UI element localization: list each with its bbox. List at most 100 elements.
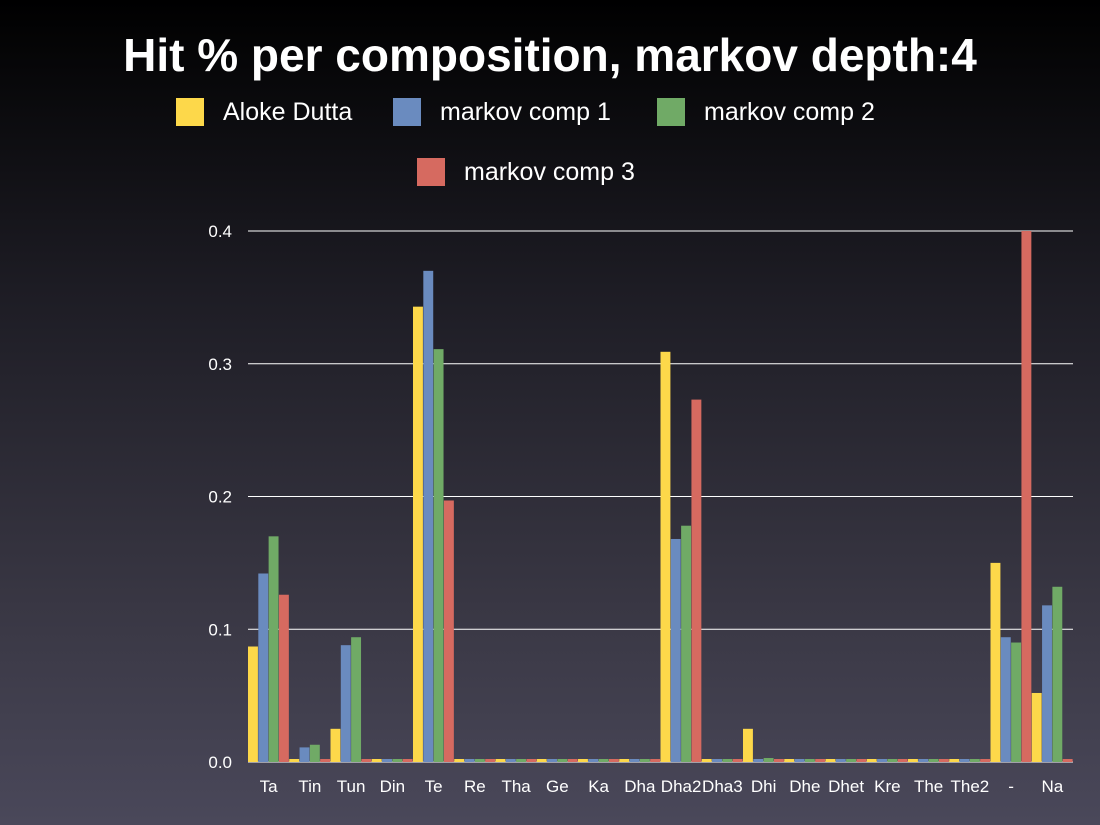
- bar: [485, 759, 496, 762]
- y-tick-label: 0.4: [208, 222, 232, 241]
- bar: [784, 759, 795, 762]
- legend-swatch: [417, 158, 445, 186]
- bar: [320, 759, 331, 762]
- x-tick-label: Dha2: [661, 777, 702, 796]
- x-tick-label: Te: [425, 777, 443, 796]
- bar: [608, 759, 619, 762]
- bar: [619, 759, 630, 762]
- bar: [1011, 642, 1022, 762]
- x-tick-label: The: [914, 777, 943, 796]
- bar: [330, 728, 341, 762]
- bar: [1042, 605, 1052, 762]
- bar: [454, 759, 465, 762]
- bar: [908, 759, 918, 762]
- bar: [712, 759, 722, 762]
- bar: [681, 525, 692, 762]
- x-tick-label: Dha: [624, 777, 656, 796]
- bar: [1052, 586, 1063, 762]
- bar: [949, 759, 960, 762]
- x-tick-label: Dhet: [828, 777, 864, 796]
- bar: [464, 759, 475, 762]
- bar: [516, 759, 527, 762]
- bar: [578, 759, 588, 762]
- legend-swatch: [176, 98, 204, 126]
- legend-swatch: [393, 98, 421, 126]
- bar: [629, 759, 640, 762]
- bar: [825, 759, 836, 762]
- bar: [547, 759, 557, 762]
- x-tick-label: Tun: [337, 777, 366, 796]
- bar: [361, 759, 372, 762]
- bar: [557, 759, 568, 762]
- x-tick-label: Ge: [546, 777, 569, 796]
- bar: [804, 759, 815, 762]
- bar: [371, 759, 382, 762]
- bar: [268, 536, 279, 762]
- bar: [402, 759, 413, 762]
- bar: [660, 351, 671, 762]
- legend-label: markov comp 3: [464, 158, 635, 186]
- bar: [773, 759, 784, 762]
- bar: [433, 349, 444, 762]
- bar: [258, 573, 269, 762]
- bar: [536, 759, 547, 762]
- bar: [423, 270, 434, 762]
- bar: [753, 759, 764, 762]
- bar: [248, 646, 258, 762]
- x-tick-label: Din: [380, 777, 406, 796]
- legend-label: markov comp 1: [440, 98, 611, 126]
- x-tick-label: -: [1008, 777, 1014, 796]
- bar: [650, 759, 661, 762]
- bar: [732, 759, 743, 762]
- bar: [866, 759, 877, 762]
- bar: [887, 759, 898, 762]
- bar: [743, 728, 753, 762]
- bar: [691, 399, 702, 762]
- legend-label: Aloke Dutta: [223, 98, 353, 126]
- bar: [763, 758, 774, 762]
- bar: [938, 759, 949, 762]
- x-tick-label: Tha: [501, 777, 531, 796]
- x-tick-label: Dhi: [751, 777, 777, 796]
- bar: [722, 759, 733, 762]
- bar: [1021, 231, 1032, 762]
- x-tick-label: Dhe: [789, 777, 820, 796]
- chart-title: Hit % per composition, markov depth:4: [123, 29, 977, 81]
- bar: [289, 759, 300, 762]
- bar: [567, 759, 578, 762]
- bar: [495, 759, 506, 762]
- bar: [835, 759, 846, 762]
- x-tick-label: Re: [464, 777, 486, 796]
- x-tick-label: The2: [951, 777, 990, 796]
- bar: [474, 759, 485, 762]
- y-tick-label: 0.2: [208, 488, 232, 507]
- bar: [443, 500, 454, 762]
- bar: [598, 759, 609, 762]
- bar: [382, 759, 392, 762]
- bar: [794, 759, 805, 762]
- y-tick-label: 0.3: [208, 355, 232, 374]
- bar: [670, 538, 681, 762]
- bar: [299, 747, 310, 762]
- bar: [1031, 692, 1042, 762]
- bar: [505, 759, 516, 762]
- bar: [959, 759, 970, 762]
- bar: [340, 645, 351, 762]
- y-tick-label: 0.0: [208, 753, 232, 772]
- bar: [413, 306, 423, 762]
- bar: [815, 759, 826, 762]
- legend-swatch: [657, 98, 685, 126]
- legend-label: markov comp 2: [704, 98, 875, 126]
- x-tick-label: Kre: [874, 777, 900, 796]
- bar: [392, 759, 403, 762]
- bar: [928, 759, 939, 762]
- bar: [309, 744, 320, 762]
- bar: [701, 759, 712, 762]
- bar: [1000, 637, 1011, 762]
- bar: [918, 759, 929, 762]
- bar: [639, 759, 650, 762]
- y-tick-label: 0.1: [208, 620, 232, 639]
- x-tick-label: Na: [1042, 777, 1064, 796]
